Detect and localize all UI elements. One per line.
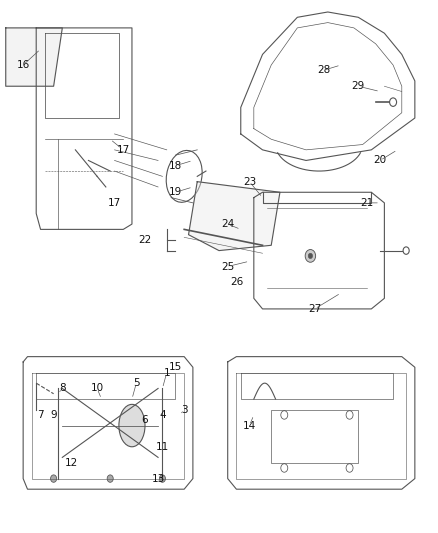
Circle shape xyxy=(107,475,113,482)
Text: 7: 7 xyxy=(37,410,44,420)
Text: 27: 27 xyxy=(308,304,321,314)
Text: 5: 5 xyxy=(133,378,140,388)
Text: 12: 12 xyxy=(64,458,78,467)
Text: 26: 26 xyxy=(230,277,243,287)
Text: 19: 19 xyxy=(169,187,182,197)
Text: 20: 20 xyxy=(374,156,387,165)
Bar xyxy=(271,410,358,463)
Text: 25: 25 xyxy=(221,262,234,271)
Text: 15: 15 xyxy=(169,362,182,372)
Circle shape xyxy=(308,253,313,259)
Text: 18: 18 xyxy=(169,161,182,171)
Circle shape xyxy=(159,475,166,482)
Polygon shape xyxy=(188,182,280,251)
Text: 1: 1 xyxy=(163,368,170,377)
Text: 22: 22 xyxy=(138,235,152,245)
Text: 23: 23 xyxy=(243,176,256,187)
Text: 13: 13 xyxy=(152,474,165,483)
Text: 29: 29 xyxy=(352,81,365,91)
Text: 4: 4 xyxy=(159,410,166,420)
Text: 17: 17 xyxy=(108,198,121,208)
Text: 10: 10 xyxy=(91,383,104,393)
Text: 14: 14 xyxy=(243,421,256,431)
Text: 3: 3 xyxy=(181,405,187,415)
Text: 24: 24 xyxy=(221,219,234,229)
Circle shape xyxy=(305,249,316,262)
Text: 11: 11 xyxy=(156,442,169,452)
Text: 17: 17 xyxy=(117,145,130,155)
Ellipse shape xyxy=(119,405,145,447)
Text: 9: 9 xyxy=(50,410,57,420)
Text: 8: 8 xyxy=(59,383,66,393)
Text: 6: 6 xyxy=(142,415,148,425)
Text: 16: 16 xyxy=(17,60,30,70)
Circle shape xyxy=(50,475,57,482)
Polygon shape xyxy=(6,28,62,86)
Text: 28: 28 xyxy=(317,66,330,75)
Text: 21: 21 xyxy=(360,198,374,208)
